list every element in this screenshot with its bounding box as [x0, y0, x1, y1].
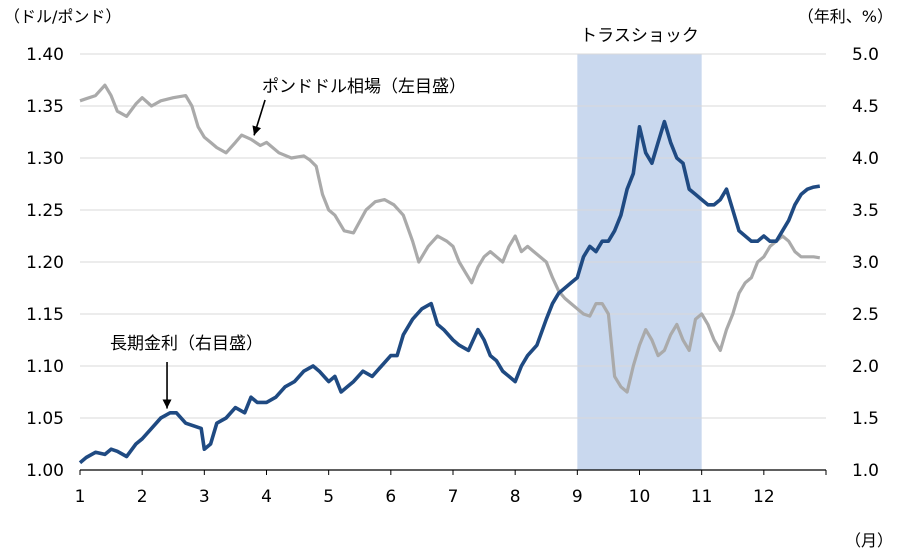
- right-tick-label: 2.0: [852, 357, 879, 377]
- right-tick-label: 3.0: [852, 253, 879, 273]
- x-tick-label: 2: [137, 487, 148, 507]
- x-tick-label: 6: [385, 487, 396, 507]
- right-tick-label: 3.5: [852, 201, 879, 221]
- left-tick-label: 1.00: [26, 461, 64, 481]
- left-tick-label: 1.35: [26, 97, 64, 117]
- x-tick-label: 5: [323, 487, 334, 507]
- annotation-arrows: [162, 99, 266, 409]
- left-tick-label: 1.40: [26, 45, 64, 65]
- x-tick-label: 8: [510, 487, 521, 507]
- x-tick-label: 3: [199, 487, 210, 507]
- right-axis-ticks: 1.0 1.5 2.0 2.5 3.0 3.5 4.0 4.5 5.0: [852, 45, 879, 481]
- x-tick-label: 10: [629, 487, 651, 507]
- left-axis-unit-label: （ドル/ポンド）: [4, 7, 121, 26]
- right-axis-unit-label: （年利、%）: [798, 7, 893, 26]
- right-tick-label: 2.5: [852, 305, 879, 325]
- gridlines: [80, 53, 826, 419]
- left-tick-label: 1.10: [26, 357, 64, 377]
- series-gbpusd-line: [79, 83, 821, 394]
- arrow-long-term-rate: [162, 362, 172, 409]
- x-tick-label: 11: [691, 487, 713, 507]
- shaded-region-label: トラスショック: [580, 26, 699, 46]
- series-long-term-rate-line: [78, 119, 821, 465]
- annotation-long-term-rate: 長期金利（右目盛）: [110, 334, 263, 354]
- left-tick-label: 1.15: [26, 305, 64, 325]
- x-tick-label: 9: [572, 487, 583, 507]
- x-axis-unit-label: （月）: [845, 531, 893, 550]
- left-tick-label: 1.25: [26, 201, 64, 221]
- x-axis-ticks: 1 2 3 4 5 6 7 8 9 10 11 12: [75, 470, 827, 507]
- x-tick-label: 1: [75, 487, 86, 507]
- x-tick-label: 7: [448, 487, 459, 507]
- annotation-gbpusd: ポンドドル相場（左目盛）: [262, 77, 466, 97]
- right-tick-label: 4.5: [852, 97, 879, 117]
- left-axis-ticks: 1.00 1.05 1.10 1.15 1.20 1.25 1.30 1.35 1.40: [26, 45, 64, 481]
- left-tick-label: 1.30: [26, 149, 64, 169]
- x-tick-label: 12: [753, 487, 775, 507]
- left-tick-label: 1.05: [26, 409, 64, 429]
- arrow-gbpusd: [252, 99, 266, 136]
- left-tick-label: 1.20: [26, 253, 64, 273]
- right-tick-label: 4.0: [852, 149, 879, 169]
- right-tick-label: 1.0: [852, 461, 879, 481]
- right-tick-label: 5.0: [852, 45, 879, 65]
- x-tick-label: 4: [261, 487, 272, 507]
- right-tick-label: 1.5: [852, 409, 879, 429]
